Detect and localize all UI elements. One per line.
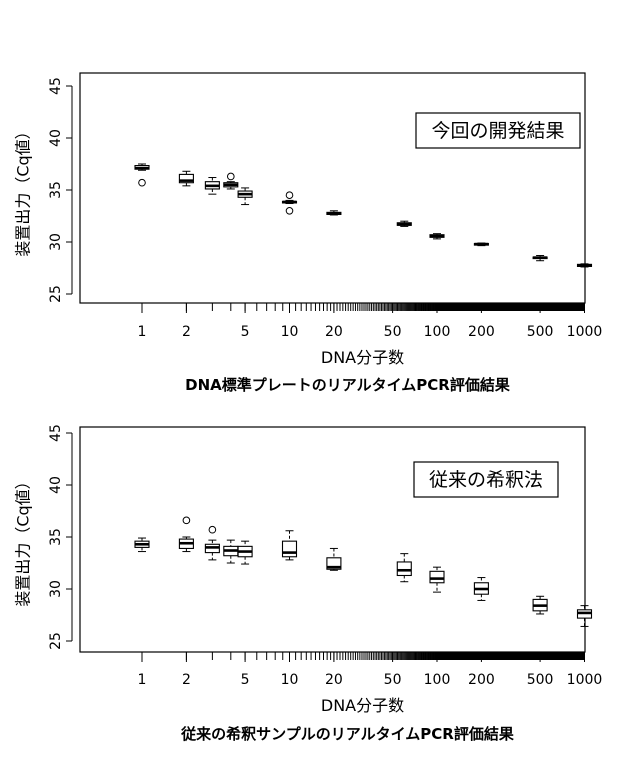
box-iqr	[281, 540, 298, 558]
box-plot-item	[326, 547, 342, 571]
box-plot-item	[576, 263, 593, 268]
y-tick-label: 40	[48, 476, 64, 494]
box-plot-item	[134, 537, 150, 553]
box-plot-item	[223, 539, 239, 564]
annotation-text: 今回の開発結果	[431, 120, 564, 142]
box-plot-item	[178, 170, 194, 187]
box-plot-item	[237, 187, 253, 206]
box-plot-item	[204, 177, 220, 195]
x-tick-label: 200	[468, 324, 495, 340]
box-iqr	[429, 570, 445, 584]
y-tick-label: 30	[48, 580, 64, 598]
box-plot-item	[473, 577, 489, 601]
chart-caption: DNA標準プレートのリアルタイムPCR評価結果	[185, 376, 511, 394]
outlier-point	[285, 207, 294, 215]
x-tick-label: 200	[468, 672, 495, 688]
outlier-point	[227, 172, 235, 181]
y-tick-label: 25	[48, 285, 64, 303]
x-tick-label: 1000	[567, 672, 603, 688]
box-plot-item	[281, 530, 298, 561]
box-plot-item	[473, 242, 489, 247]
x-tick-label: 5	[241, 672, 250, 688]
box-plot-item	[223, 172, 239, 190]
y-axis-label: 装置出力（Cq値）	[14, 473, 33, 606]
x-tick-label: 1000	[567, 324, 603, 340]
box-iqr	[326, 557, 342, 570]
box-plot-item	[326, 210, 342, 216]
outlier-point	[208, 525, 217, 534]
x-tick-label: 1	[138, 324, 147, 340]
outlier-point	[182, 516, 191, 525]
y-tick-label: 25	[48, 632, 64, 650]
box-plot-item	[204, 525, 220, 561]
box-plot-item	[134, 163, 150, 187]
box-plot-item	[429, 233, 445, 240]
x-tick-label: 500	[527, 324, 554, 340]
x-tick-label: 100	[424, 672, 451, 688]
plot-frame	[79, 426, 586, 653]
x-axis-label: DNA分子数	[321, 348, 404, 367]
annotation-box	[415, 112, 581, 149]
x-tick-label: 20	[325, 324, 343, 340]
box-plot-item	[532, 595, 548, 615]
y-axis-label: 装置出力（Cq値）	[14, 123, 33, 256]
y-tick-label: 45	[48, 424, 64, 442]
x-tick-label: 1	[138, 672, 147, 688]
box-plot-item	[532, 255, 548, 262]
box-plot-item	[178, 516, 194, 553]
box-plot-item	[281, 191, 298, 215]
annotation-box	[413, 461, 559, 498]
x-tick-label: 100	[424, 324, 451, 340]
outlier-point	[138, 178, 146, 187]
box-iqr	[396, 561, 412, 577]
y-tick-label: 45	[48, 77, 64, 95]
chart-caption: 従来の希釈サンプルのリアルタイムPCR評価結果	[180, 725, 515, 743]
box-plot-item	[396, 220, 412, 227]
annotation-text: 従来の希釈法	[429, 469, 543, 491]
x-tick-label: 2	[182, 672, 191, 688]
box-plot-item	[576, 605, 593, 627]
box-plot-item	[237, 540, 253, 565]
x-tick-label: 50	[384, 324, 402, 340]
y-tick-label: 35	[48, 181, 64, 199]
y-tick-label: 35	[48, 528, 64, 546]
y-tick-label: 30	[48, 233, 64, 251]
box-iqr	[178, 173, 194, 184]
x-tick-label: 2	[182, 324, 191, 340]
x-tick-label: 500	[527, 672, 554, 688]
x-tick-label: 50	[384, 672, 402, 688]
box-plot-item	[429, 566, 445, 593]
x-axis-label: DNA分子数	[321, 696, 404, 715]
x-tick-label: 20	[325, 672, 343, 688]
y-tick-label: 40	[48, 129, 64, 147]
plot-frame	[79, 72, 586, 304]
x-tick-label: 10	[281, 324, 299, 340]
x-tick-label: 5	[241, 324, 250, 340]
outlier-point	[285, 191, 294, 199]
box-plot-item	[396, 553, 412, 583]
x-tick-label: 10	[281, 672, 299, 688]
